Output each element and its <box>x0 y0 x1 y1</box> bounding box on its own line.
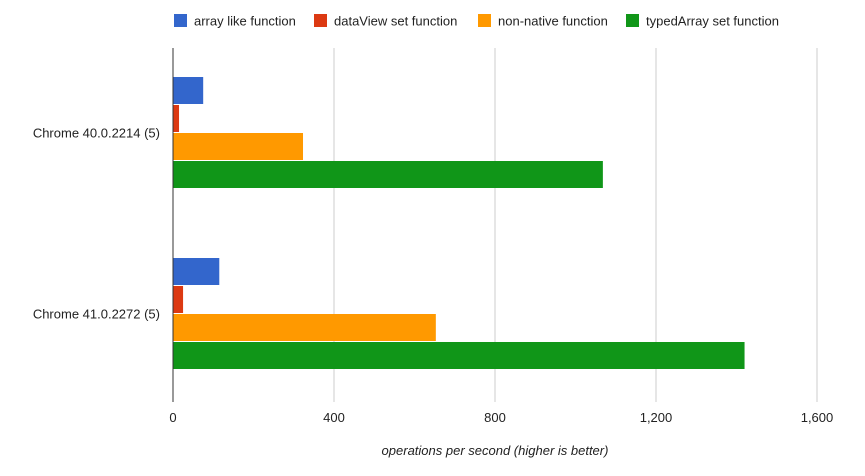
x-axis-title: operations per second (higher is better) <box>382 443 609 458</box>
bar-chrome-40-0-2214-5-array-like-function <box>173 77 204 104</box>
x-tick-label-1600: 1,600 <box>801 410 834 425</box>
legend-swatch-array-like-function <box>174 14 187 27</box>
category-label-chrome-41-0-2272-5: Chrome 41.0.2272 (5) <box>33 307 160 322</box>
x-tick-label-800: 800 <box>484 410 506 425</box>
bar-chrome-40-0-2214-5-typedarray-set-function <box>173 161 603 188</box>
bar-chrome-41-0-2272-5-non-native-function <box>173 314 436 341</box>
bar-chrome-41-0-2272-5-dataview-set-function <box>173 286 184 313</box>
x-tick-label-1200: 1,200 <box>640 410 673 425</box>
legend-label-typedarray-set-function: typedArray set function <box>646 14 779 29</box>
legend-label-dataview-set-function: dataView set function <box>334 14 457 29</box>
bar-chrome-41-0-2272-5-typedarray-set-function <box>173 342 745 369</box>
legend-swatch-typedarray-set-function <box>626 14 639 27</box>
bar-chrome-41-0-2272-5-array-like-function <box>173 258 220 285</box>
category-labels: Chrome 40.0.2214 (5) Chrome 41.0.2272 (5) <box>33 126 160 322</box>
x-tick-label-400: 400 <box>323 410 345 425</box>
legend: array like function dataView set function… <box>174 14 779 29</box>
legend-swatch-dataview-set-function <box>314 14 327 27</box>
bar-chrome-40-0-2214-5-non-native-function <box>173 133 304 160</box>
category-label-chrome-40-0-2214-5: Chrome 40.0.2214 (5) <box>33 126 160 141</box>
tick-labels: 0 400 800 1,200 1,600 <box>169 410 833 425</box>
bars <box>173 77 745 369</box>
legend-label-non-native-function: non-native function <box>498 14 608 29</box>
legend-label-array-like-function: array like function <box>194 14 296 29</box>
bar-chrome-40-0-2214-5-dataview-set-function <box>173 105 180 132</box>
x-tick-label-0: 0 <box>169 410 176 425</box>
legend-swatch-non-native-function <box>478 14 491 27</box>
